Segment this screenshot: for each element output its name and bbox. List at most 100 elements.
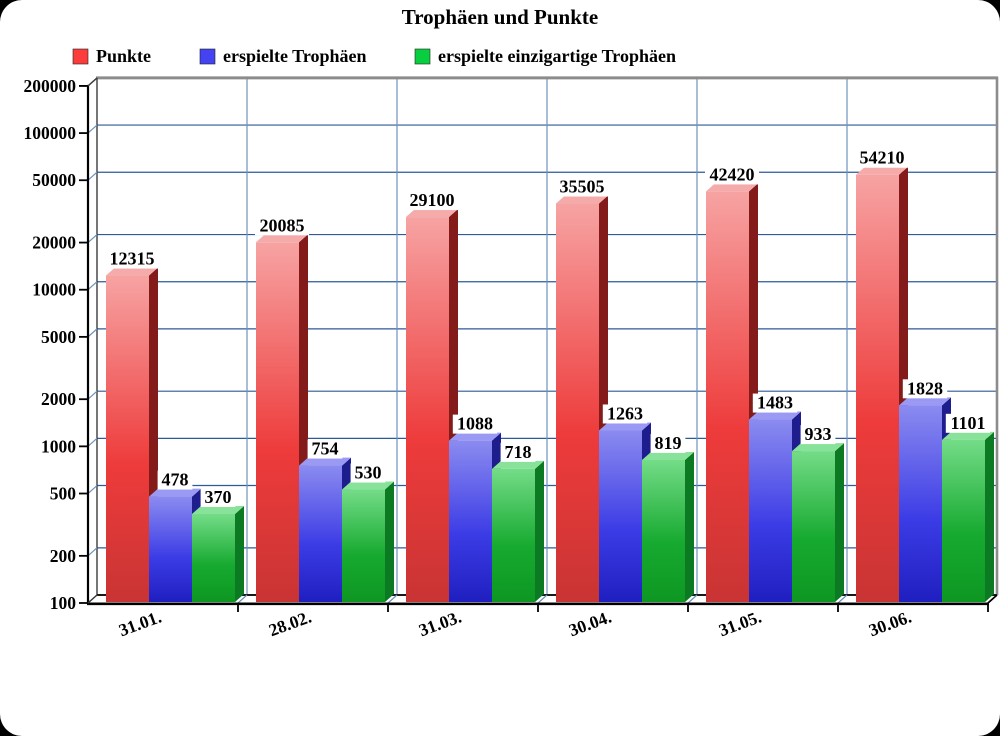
bar-front-face	[556, 203, 599, 602]
bars	[106, 166, 994, 603]
legend-item-punkte: Punkte	[72, 46, 151, 66]
bar-value-label-background	[650, 433, 686, 453]
bar-value-label-background	[452, 414, 498, 434]
x-tick-label: 31.03.	[416, 606, 464, 640]
bar-value-label: 933	[805, 424, 832, 444]
y-tick-label: 10000	[32, 280, 76, 300]
y-tick-depth-line	[87, 328, 98, 338]
bar-value-label-background	[255, 216, 309, 236]
legend-label-punkte: Punkte	[96, 46, 151, 66]
bar-value-label-background	[705, 165, 759, 185]
bar-value-label: 1828	[907, 378, 943, 398]
bar-front-face	[856, 174, 899, 602]
y-tick-label: 200000	[24, 76, 77, 96]
bar-top-face	[342, 481, 394, 490]
legend: Punkte erspielte Trophäen erspielte einz…	[72, 46, 676, 66]
y-tick-label: 500	[50, 484, 77, 504]
x-tick-label: 30.06.	[866, 606, 914, 640]
x-tick-depth-line	[837, 594, 848, 604]
x-tick-label: 31.05.	[716, 606, 764, 640]
bar-value-label: 1088	[457, 414, 493, 434]
bar-value-label: 1263	[607, 403, 643, 423]
bar-value-label: 29100	[410, 190, 455, 210]
bar-value-label-background	[105, 249, 159, 269]
bar-side-face	[685, 451, 694, 602]
bar-value-label-background	[350, 463, 386, 483]
bar-front-face	[342, 489, 385, 602]
value-labels: 12315 478 370 20085 754 530 29100 1088 718 35505 1…	[105, 148, 991, 507]
bar-top-face	[856, 166, 908, 175]
bar-value-label-background	[800, 425, 836, 445]
bar-value-label-background	[555, 177, 609, 197]
bar-top-face	[106, 267, 158, 276]
legend-swatch-punkte-icon	[72, 48, 89, 65]
chart-title: Trophäen und Punkte	[402, 5, 598, 29]
legend-label-einzigartige-trophaeen: erspielte einzigartige Trophäen	[438, 46, 676, 66]
y-tick-label: 2000	[41, 389, 76, 409]
bar-value-label-background	[500, 442, 536, 462]
bar-value-label: 370	[205, 487, 232, 507]
bar-value-label-background	[405, 191, 459, 211]
bar-value-label: 718	[505, 442, 532, 462]
bar-front-face	[406, 217, 449, 603]
legend-swatch-einzigartige-trophaeen-icon	[414, 48, 431, 65]
bar-side-face	[535, 460, 544, 602]
bar-side-face	[385, 481, 394, 602]
bar-front-face	[642, 459, 685, 602]
x-tick-depth-line	[687, 594, 698, 604]
bar-value-label: 54210	[860, 148, 905, 168]
y-tick-depth-line	[87, 485, 98, 494]
bar-side-face	[835, 443, 844, 602]
bar-front-face	[192, 513, 235, 602]
y-tick-label: 100	[50, 593, 77, 613]
y-tick-depth-line	[87, 547, 98, 557]
x-tick-depth-line	[537, 594, 548, 604]
bar-top-face	[492, 460, 544, 469]
bar-top-face	[406, 209, 458, 218]
bar-side-face	[985, 431, 994, 602]
y-tick-label: 200	[50, 546, 77, 566]
bar-value-label: 754	[312, 439, 339, 459]
bar-top-face	[706, 183, 758, 192]
bar-top-face	[299, 457, 351, 466]
bar-top-face	[599, 422, 651, 431]
bottom-right-depth-line	[987, 594, 998, 604]
bar-front-face	[492, 468, 535, 602]
bottom-left-depth-line	[87, 594, 98, 604]
legend-label-erspielte-trophaeen: erspielte Trophäen	[223, 46, 367, 66]
bar-front-face	[599, 430, 642, 602]
bar-top-face	[449, 432, 501, 441]
bar-top-face	[192, 505, 244, 514]
x-tick-label: 28.02.	[266, 606, 314, 640]
bar-value-label: 20085	[260, 215, 305, 235]
bar-top-face	[749, 411, 801, 420]
bar-front-face	[749, 419, 792, 602]
bar-front-face	[256, 242, 299, 603]
y-tick-depth-line	[87, 234, 98, 244]
bar-top-face	[899, 397, 951, 406]
bar-front-face	[792, 451, 835, 602]
bar-top-face	[942, 431, 994, 440]
bar-front-face	[106, 275, 149, 602]
bar-value-label-background	[752, 393, 798, 413]
bar-front-face	[299, 465, 342, 602]
x-tick-depth-line	[387, 594, 398, 604]
bar-value-label: 819	[655, 433, 682, 453]
bar-front-face	[942, 439, 985, 602]
bar-value-label-background	[200, 487, 236, 507]
bar-top-face	[792, 443, 844, 452]
bar-value-label-background	[945, 413, 991, 433]
bar-value-label: 530	[355, 463, 382, 483]
bar-front-face	[899, 405, 942, 602]
y-tick-depth-line	[87, 390, 98, 400]
bar-side-face	[235, 505, 244, 602]
y-tick-label: 5000	[41, 327, 76, 347]
bar-value-label-background	[307, 439, 343, 459]
y-tick-label: 20000	[32, 233, 76, 253]
bar-value-label-background	[602, 404, 648, 424]
y-tick-label: 1000	[41, 436, 76, 456]
bar-value-label: 12315	[110, 249, 155, 269]
x-tick-depth-line	[237, 594, 248, 604]
